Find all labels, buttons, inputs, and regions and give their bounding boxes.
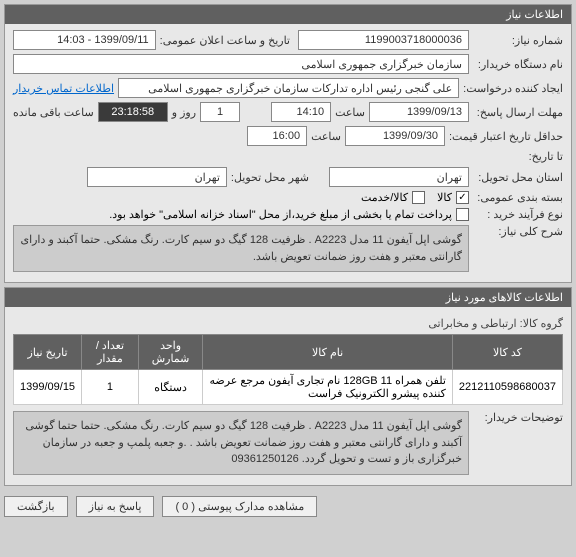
- days-remaining-field: 1: [200, 102, 240, 122]
- answer-button[interactable]: پاسخ به نیاز: [76, 496, 155, 517]
- roz-label: روز و: [172, 106, 196, 119]
- items-header[interactable]: اطلاعات کالاهای مورد نیاز: [5, 288, 571, 307]
- cell-qty: 1: [82, 370, 139, 405]
- col-qty: تعداد / مقدار: [82, 335, 139, 370]
- items-body: گروه کالا: ارتباطی و مخابراتی کد کالا نا…: [5, 307, 571, 485]
- answer-time-field: 14:10: [271, 102, 331, 122]
- col-name: نام کالا: [203, 335, 453, 370]
- creator-label: ایجاد کننده درخواست:: [463, 82, 563, 95]
- process-type-label: نوع فرآیند خرید :: [473, 208, 563, 221]
- checkbox-service[interactable]: [412, 191, 425, 204]
- countdown-field: 23:18:58: [98, 102, 168, 122]
- main-desc-label: شرح کلی نیاز:: [473, 225, 563, 238]
- col-unit: واحد شمارش: [138, 335, 203, 370]
- items-panel: اطلاعات کالاهای مورد نیاز گروه کالا: ارت…: [4, 287, 572, 486]
- service-label: کالا/خدمت: [361, 191, 408, 204]
- answer-date-field: 1399/09/13: [369, 102, 469, 122]
- main-desc-box: گوشی اپل آیفون 11 مدل A2223 . ظرفیت 128 …: [13, 225, 469, 272]
- buyer-notes-box: گوشی اپل آیفون 11 مدل A2223 . ظرفیت 128 …: [13, 411, 469, 475]
- process-note: پرداخت تمام یا بخشی از مبلغ خرید،از محل …: [109, 208, 452, 221]
- goods-label: کالا: [437, 191, 452, 204]
- to-date-label: تا تاریخ:: [473, 150, 563, 163]
- checkbox-process[interactable]: [456, 208, 469, 221]
- need-info-body: شماره نیاز: 1199003718000036 تاریخ و ساع…: [5, 24, 571, 282]
- col-date: تاریخ نیاز: [14, 335, 82, 370]
- table-row[interactable]: 2212110598680037 تلفن همراه 128GB 11 نام…: [14, 370, 563, 405]
- cell-unit: دستگاه: [138, 370, 203, 405]
- attachments-button[interactable]: مشاهده مدارک پیوستی ( 0 ): [162, 496, 317, 517]
- cell-date: 1399/09/15: [14, 370, 82, 405]
- announce-label: تاریخ و ساعت اعلان عمومی:: [160, 34, 290, 47]
- buyer-label: نام دستگاه خریدار:: [473, 58, 563, 71]
- province-label: استان محل تحویل:: [473, 171, 563, 184]
- validity-time-field: 16:00: [247, 126, 307, 146]
- city-label: شهر محل تحویل:: [231, 171, 309, 184]
- buyer-field: سازمان خبرگزاری جمهوری اسلامی: [13, 54, 469, 74]
- announce-field: 1399/09/11 - 14:03: [13, 30, 156, 50]
- category-label: گروه کالا:: [520, 318, 563, 330]
- category-value: ارتباطی و مخابراتی: [428, 318, 516, 330]
- contact-link[interactable]: اطلاعات تماس خریدار: [13, 82, 114, 95]
- need-no-field: 1199003718000036: [298, 30, 469, 50]
- checkbox-goods[interactable]: [456, 191, 469, 204]
- buyer-notes-label: توضیحات خریدار:: [473, 411, 563, 424]
- grouping-label: بسته بندی عمومی:: [473, 191, 563, 204]
- cell-name: تلفن همراه 128GB 11 نام تجاری آیفون مرجع…: [203, 370, 453, 405]
- need-no-label: شماره نیاز:: [473, 34, 563, 47]
- province-field: تهران: [329, 167, 469, 187]
- validity-date-field: 1399/09/30: [345, 126, 445, 146]
- remaining-label: ساعت باقی مانده: [13, 106, 94, 119]
- need-info-panel: اطلاعات نیاز شماره نیاز: 119900371800003…: [4, 4, 572, 283]
- cell-code: 2212110598680037: [452, 370, 562, 405]
- back-button[interactable]: بازگشت: [4, 496, 68, 517]
- grouping-options: کالا کالا/خدمت: [361, 191, 469, 204]
- saat-label-1: ساعت: [335, 106, 365, 119]
- saat-label-2: ساعت: [311, 130, 341, 143]
- action-bar: مشاهده مدارک پیوستی ( 0 ) پاسخ به نیاز ب…: [4, 490, 572, 523]
- city-field: تهران: [87, 167, 227, 187]
- creator-field: علی گنجی رئیس اداره تدارکات سازمان خبرگز…: [118, 78, 459, 98]
- need-info-header[interactable]: اطلاعات نیاز: [5, 5, 571, 24]
- items-table: کد کالا نام کالا واحد شمارش تعداد / مقدا…: [13, 334, 563, 405]
- col-code: کد کالا: [452, 335, 562, 370]
- validity-label: حداقل تاریخ اعتبار قیمت:: [449, 130, 563, 143]
- answer-deadline-label: مهلت ارسال پاسخ:: [473, 106, 563, 119]
